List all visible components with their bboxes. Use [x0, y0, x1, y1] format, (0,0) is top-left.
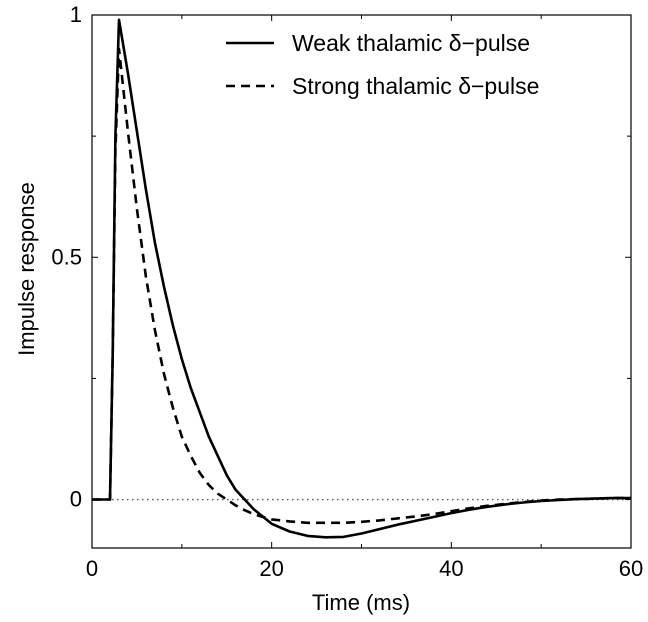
legend-label-2: Strong thalamic δ−pulse	[292, 73, 539, 99]
legend: Weak thalamic δ−pulse Strong thalamic δ−p…	[226, 30, 539, 99]
x-tick-label: 0	[86, 556, 98, 581]
x-tick-label: 40	[439, 556, 463, 581]
series-line-1	[92, 18, 631, 539]
x-axis-label: Time (ms)	[312, 590, 410, 615]
x-tick-label: 60	[619, 556, 643, 581]
y-axis-label: Impulse response	[14, 182, 39, 356]
x-tick-label: 20	[259, 556, 283, 581]
legend-label-1: Weak thalamic δ−pulse	[292, 30, 530, 56]
y-tick-label: 1	[70, 2, 82, 27]
series-line-2	[92, 47, 631, 525]
y-tick-label: 0	[70, 487, 82, 512]
y-tick-label: 0.5	[51, 244, 82, 269]
series-layer	[92, 18, 631, 539]
axes-layer: 0 20 40 60 0 0.5 1	[51, 2, 643, 581]
